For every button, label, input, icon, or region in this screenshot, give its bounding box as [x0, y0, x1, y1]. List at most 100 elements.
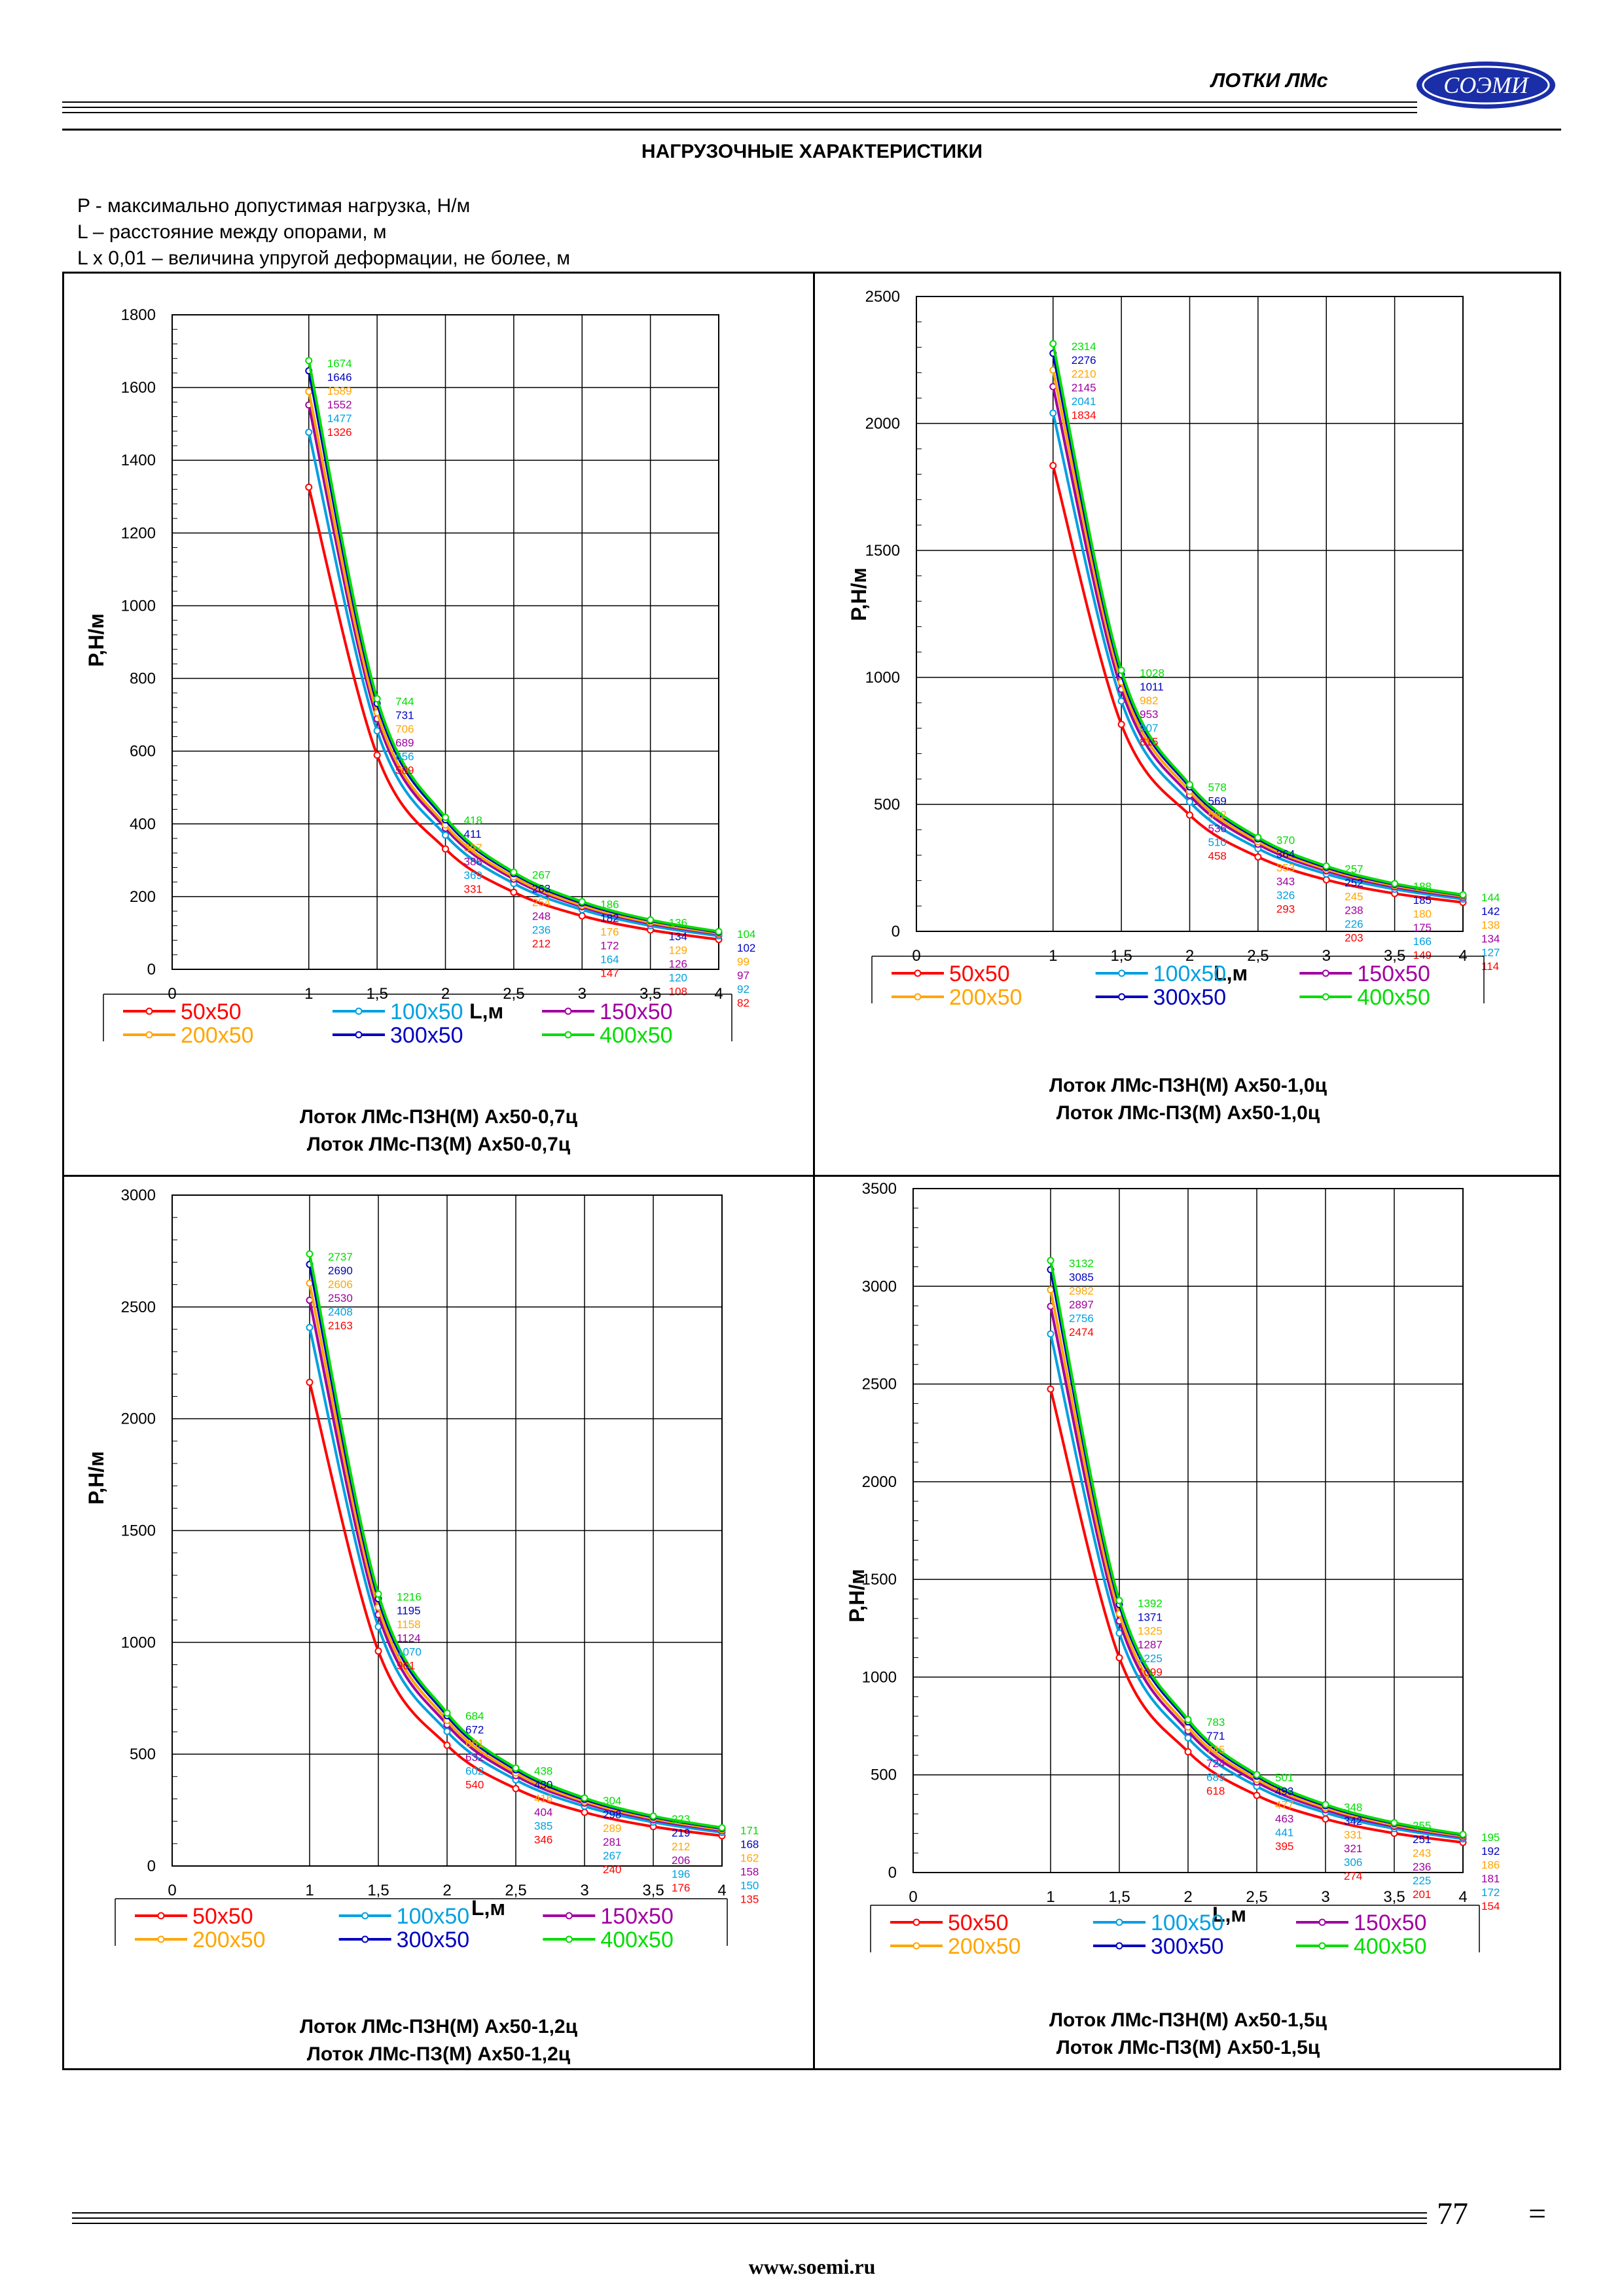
data-label-200x50: 1158 [397, 1619, 421, 1631]
data-label-400x50: 783 [1206, 1716, 1225, 1729]
data-point-50x50 [1117, 721, 1125, 728]
y-tick-label: 1200 [121, 524, 156, 542]
data-label-100x50: 150 [740, 1880, 759, 1892]
data-label-300x50: 1371 [1138, 1611, 1163, 1623]
data-point-50x50 [578, 912, 586, 920]
x-tick-label: 0 [909, 1888, 917, 1906]
data-label-200x50: 2982 [1069, 1285, 1094, 1297]
chart-07: 0 1 1,5 2 2,5 3 3,5 402004006008001000120014001… [84, 306, 755, 1048]
y-tick-label: 500 [130, 1746, 156, 1763]
x-tick-label: 3,5 [642, 1882, 664, 1899]
chart-caption-10: Лоток ЛМс-ПЗН(М) Ах50-1,0ц Лоток ЛМс-ПЗ(… [815, 1072, 1561, 1127]
data-label-150x50: 953 [1140, 708, 1158, 721]
data-label-50x50: 154 [1481, 1900, 1500, 1912]
y-axis-label: P,Н/м [847, 567, 871, 621]
data-label-400x50: 1028 [1140, 667, 1164, 679]
x-tick-label: 2 [442, 1882, 451, 1899]
y-tick-label: 3000 [862, 1278, 897, 1295]
data-label-50x50: 458 [1208, 850, 1227, 863]
y-tick-label: 2500 [121, 1299, 156, 1316]
data-label-300x50: 1195 [397, 1605, 421, 1617]
data-point-400x50 [1459, 891, 1467, 899]
data-label-200x50: 176 [600, 926, 619, 939]
data-label-50x50: 212 [532, 938, 550, 950]
data-label-150x50: 632 [465, 1751, 484, 1763]
data-label-100x50: 267 [603, 1850, 621, 1862]
data-label-300x50: 493 [1275, 1785, 1293, 1797]
data-label-400x50: 684 [465, 1710, 484, 1722]
series-line-150x50 [1051, 386, 1464, 899]
data-label-200x50: 243 [1413, 1847, 1431, 1859]
data-point-400x50 [1047, 1257, 1055, 1265]
chart-legend: 50x50 100x50 150x50 200x50 300x50 400x50 [115, 1898, 728, 1952]
x-tick-label: 1 [305, 1882, 314, 1899]
legend-label-150x50: 150x50 [600, 999, 673, 1024]
data-point-100x50 [1184, 1734, 1192, 1742]
y-tick-label: 1400 [121, 452, 156, 469]
data-label-200x50: 353 [1276, 861, 1295, 874]
data-label-300x50: 182 [600, 912, 619, 925]
data-point-50x50 [306, 1378, 314, 1386]
series-line-100x50 [1051, 412, 1464, 901]
series-line-400x50 [1049, 1260, 1464, 1836]
y-tick-label: 1800 [121, 306, 156, 324]
y-tick-label: 500 [871, 1767, 897, 1784]
data-label-150x50: 238 [1344, 904, 1363, 916]
website-url[interactable]: www.soemi.ru [748, 2255, 876, 2278]
data-label-200x50: 982 [1140, 694, 1158, 707]
data-label-100x50: 907 [1140, 722, 1158, 734]
chart-legend: 50x50 100x50 150x50 200x50 300x50 400x50 [871, 956, 1485, 1010]
y-tick-label: 0 [892, 923, 900, 941]
data-label-150x50: 463 [1275, 1812, 1293, 1825]
data-point-50x50 [305, 483, 313, 491]
data-label-200x50: 1325 [1138, 1624, 1163, 1637]
data-label-200x50: 706 [395, 723, 414, 736]
legend-label-200x50: 200x50 [181, 1023, 254, 1048]
data-label-400x50: 257 [1344, 863, 1363, 875]
data-label-100x50: 306 [1344, 1856, 1362, 1869]
data-label-50x50: 346 [534, 1833, 552, 1846]
data-label-150x50: 404 [534, 1806, 552, 1818]
data-label-300x50: 185 [1413, 894, 1432, 906]
header-rule [62, 101, 1561, 131]
data-point-50x50 [374, 1647, 382, 1655]
x-axis-label: L,м [1212, 1903, 1246, 1926]
data-point-400x50 [374, 1590, 382, 1598]
data-label-150x50: 236 [1413, 1861, 1431, 1873]
data-label-300x50: 102 [737, 942, 755, 954]
company-logo: СОЭМИ [1416, 62, 1555, 109]
series-line-400x50 [308, 1253, 723, 1829]
data-label-150x50: 206 [672, 1854, 690, 1867]
data-point-100x50 [1049, 409, 1057, 417]
series-line-100x50 [308, 1327, 723, 1834]
data-label-50x50: 293 [1276, 903, 1295, 915]
data-label-200x50: 212 [672, 1840, 690, 1853]
data-point-400x50 [510, 869, 518, 876]
data-point-400x50 [373, 695, 381, 703]
y-tick-label: 1600 [121, 379, 156, 397]
data-label-400x50: 186 [600, 899, 619, 911]
legend-label-200x50: 200x50 [192, 1928, 266, 1952]
data-label-150x50: 724 [1206, 1757, 1225, 1770]
y-tick-label: 800 [130, 670, 156, 688]
data-label-100x50: 1070 [397, 1646, 422, 1659]
data-label-50x50: 395 [1275, 1840, 1293, 1852]
data-label-100x50: 236 [532, 924, 550, 937]
legend-label-150x50: 150x50 [1357, 961, 1430, 986]
data-label-150x50: 158 [740, 1866, 759, 1878]
series-line-200x50 [1049, 1289, 1464, 1838]
data-label-100x50: 2408 [328, 1306, 353, 1318]
x-axis-label: L,м [469, 999, 503, 1023]
data-point-400x50 [1390, 1819, 1398, 1827]
data-label-400x50: 171 [740, 1825, 759, 1837]
data-label-300x50: 364 [1276, 848, 1295, 860]
data-label-150x50: 1552 [327, 399, 352, 411]
data-label-50x50: 203 [1344, 931, 1363, 944]
x-tick-label: 3,5 [1383, 1888, 1405, 1906]
x-tick-label: 4 [717, 1882, 726, 1899]
data-label-50x50: 176 [672, 1882, 690, 1894]
data-label-400x50: 188 [1413, 880, 1432, 893]
caption-line-1: Лоток ЛМс-ПЗН(М) Ах50-1,2ц [299, 2016, 578, 2037]
data-label-200x50: 180 [1413, 908, 1432, 920]
y-tick-label: 600 [130, 743, 156, 761]
